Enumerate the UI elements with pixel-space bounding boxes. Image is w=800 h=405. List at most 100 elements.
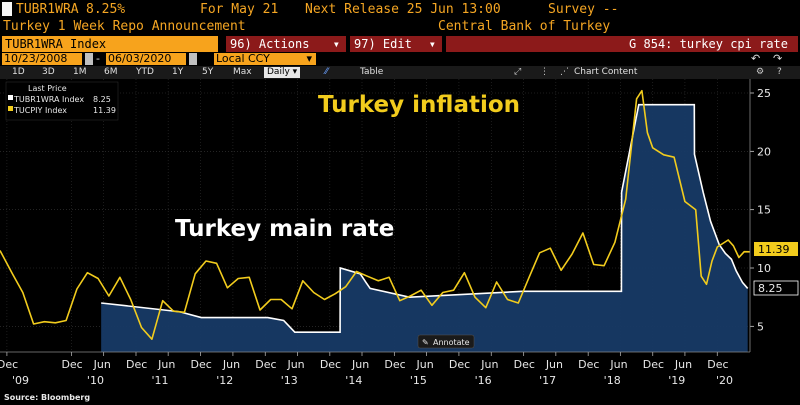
line-chart-icon[interactable]: ⁄⁄ [325, 67, 329, 77]
x-month-label: Jun [93, 358, 111, 371]
expand-icon[interactable]: ⤢ [514, 67, 522, 77]
series-lines [0, 89, 751, 340]
x-month-label: Dec [255, 358, 276, 371]
x-month-label: Dec [126, 358, 147, 371]
x-month-label: Dec [61, 358, 82, 371]
chart-content-button[interactable]: Chart Content [574, 67, 638, 77]
edit-caret-icon: ▾ [428, 37, 436, 51]
rate-area [101, 104, 748, 353]
chart-title-field[interactable]: G 854: turkey cpi rate [446, 36, 798, 52]
frequency-label: Daily [267, 67, 290, 77]
last-value-tag-cpi: 11.39 [754, 242, 798, 256]
x-year-label: '17 [539, 374, 556, 387]
legend-title: Last Price [28, 84, 67, 93]
y-tick-label: 15 [757, 204, 771, 217]
tab-6m[interactable]: 6M [104, 67, 118, 77]
chart-content-icon[interactable]: ⋰ [560, 67, 569, 77]
tab-ytd[interactable]: YTD [136, 67, 154, 77]
tab-max[interactable]: Max [233, 67, 252, 77]
tab-1m[interactable]: 1M [73, 67, 87, 77]
for-date: For May 21 [200, 2, 279, 17]
x-year-label: '14 [345, 374, 362, 387]
x-year-label: '19 [668, 374, 685, 387]
x-month-label: Dec [643, 358, 664, 371]
tab-3d[interactable]: 3D [42, 67, 55, 77]
next-release: Next Release 25 Jun 13:00 [305, 2, 501, 17]
x-axis: Dec Dec Jun Dec Jun Dec Jun Dec Jun Dec Jun Dec Jun D… [0, 351, 750, 387]
x-month-label: Jun [480, 358, 498, 371]
legend-label-cpi: TUCPIY Index [13, 106, 67, 115]
undo-icon[interactable]: ↶ [751, 52, 761, 65]
x-month-label: Jun [545, 358, 563, 371]
chart-area[interactable]: 5 10 15 20 25 Dec Dec Jun Dec Jun Dec Jun Dec Jun Dec… [0, 79, 800, 405]
last-tag-cpi-text: 11.39 [758, 243, 790, 256]
x-month-label: Dec [191, 358, 212, 371]
x-year-label: '10 [87, 374, 104, 387]
survey: Survey -- [548, 2, 619, 17]
x-month-label: Jun [286, 358, 304, 371]
legend-label-rate: TUBR1WRA Index [13, 95, 84, 104]
security-description: Turkey 1 Week Repo Announcement Central … [0, 18, 800, 35]
main-rate-annotation: Turkey main rate [175, 216, 394, 242]
y-tick-label: 25 [757, 87, 771, 100]
x-year-label: '18 [604, 374, 621, 387]
legend[interactable]: Last Price TUBR1WRA Index 8.25 TUCPIY In… [5, 81, 119, 121]
last-tag-cpi-bg [754, 242, 798, 256]
x-month-label: Jun [351, 358, 369, 371]
last-value-tag-rate: 8.25 [753, 280, 799, 296]
start-date-field[interactable]: 10/23/2008 [2, 53, 82, 65]
series-line-cpi [0, 89, 751, 340]
frequency-caret-icon: ▾ [292, 67, 298, 77]
legend-swatch-cpi [8, 106, 13, 111]
legend-value-cpi: 11.39 [93, 106, 116, 115]
last-tag-rate-bg [753, 280, 799, 296]
source-footer: Source: Bloomberg [4, 393, 90, 402]
y-tick-label: 20 [757, 145, 771, 158]
annotate-pencil-icon: ✎ [422, 338, 429, 347]
legend-box [5, 81, 119, 121]
calendar-icon[interactable] [85, 53, 93, 65]
x-month-label: Jun [157, 358, 175, 371]
tab-table[interactable]: Table [360, 67, 384, 77]
x-month-label: Dec [514, 358, 535, 371]
x-year-label: '13 [281, 374, 298, 387]
actions-caret-icon: ▾ [332, 37, 340, 51]
x-month-label: Dec [320, 358, 341, 371]
actions-button[interactable]: 96) Actions ▾ [226, 36, 346, 52]
x-month-label: Jun [674, 358, 692, 371]
annotate-button[interactable]: ✎ Annotate [417, 334, 475, 349]
x-month-label: Dec [384, 358, 405, 371]
x-year-label: '15 [410, 374, 427, 387]
last-value: 8.25% [86, 2, 126, 17]
more-icon[interactable]: ⋮ [540, 67, 549, 77]
edit-button[interactable]: 97) Edit ▾ [350, 36, 442, 52]
x-year-label: '16 [475, 374, 492, 387]
date-separator: - [96, 52, 100, 65]
index-field[interactable]: TUBR1WRA Index [2, 36, 218, 52]
legend-value-rate: 8.25 [93, 95, 111, 104]
currency-select[interactable]: Local CCY ▾ [214, 53, 316, 65]
x-month-label: Jun [222, 358, 240, 371]
tab-1y[interactable]: 1Y [172, 67, 184, 77]
currency-caret-icon: ▾ [306, 52, 312, 65]
ticker-symbol[interactable]: TUBR1WRA [16, 2, 79, 17]
x-year-label: '12 [216, 374, 233, 387]
frequency-select[interactable]: Daily ▾ [264, 67, 301, 78]
help-icon[interactable]: ? [777, 67, 782, 77]
inflation-annotation: Turkey inflation [318, 92, 520, 118]
redo-icon[interactable]: ↷ [773, 52, 783, 65]
x-year-label: '09 [12, 374, 29, 387]
tab-5y[interactable]: 5Y [202, 67, 214, 77]
settings-icon[interactable]: ⚙ [756, 67, 765, 77]
x-year-label: '11 [151, 374, 168, 387]
x-month-label: Dec [0, 358, 18, 371]
security-subtitle: Turkey 1 Week Repo Announcement [3, 19, 246, 34]
date-range-bar: 10/23/2008 - 06/03/2020 Local CCY ▾ ↶ ↷ [0, 52, 800, 66]
tab-1d[interactable]: 1D [12, 67, 25, 77]
calendar-icon[interactable] [189, 53, 197, 65]
x-month-label: Jun [416, 358, 434, 371]
x-month-label: Dec [449, 358, 470, 371]
legend-swatch-rate [8, 95, 13, 100]
end-date-field[interactable]: 06/03/2020 [106, 53, 186, 65]
